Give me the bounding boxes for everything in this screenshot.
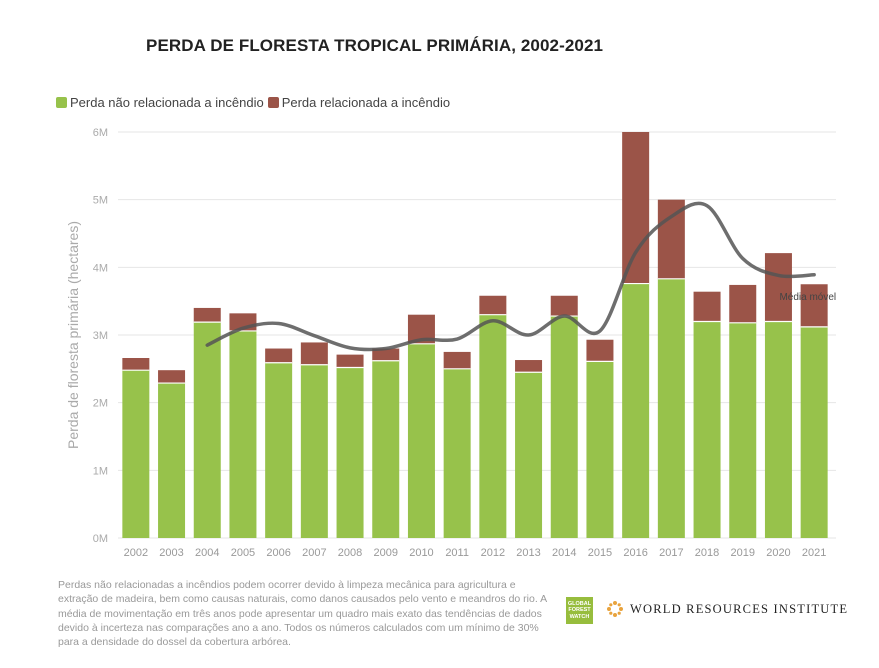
bar-non-fire [515, 372, 543, 538]
bar-fire [764, 253, 792, 322]
x-tick-label: 2011 [445, 547, 469, 559]
legend: Perda não relacionada a incêndio Perda r… [56, 95, 454, 110]
x-tick-label: 2008 [338, 547, 362, 559]
y-tick-label: 1M [93, 465, 108, 477]
bar-non-fire [622, 283, 650, 538]
x-tick-label: 2019 [731, 547, 755, 559]
footnote: Perdas não relacionadas a incêndios pode… [58, 579, 547, 649]
bar-fire [158, 370, 186, 384]
bar-non-fire [193, 322, 221, 538]
legend-swatch-fire [267, 97, 279, 108]
bar-non-fire [729, 322, 757, 538]
legend-swatch-non-fire [56, 97, 67, 108]
bar-fire [550, 295, 578, 317]
wri-text: WORLD RESOURCES INSTITUTE [630, 601, 849, 616]
y-tick-label: 5M [93, 195, 108, 207]
bar-non-fire [407, 343, 435, 538]
bar-fire [800, 284, 828, 327]
bar-non-fire [550, 316, 578, 538]
bar-fire [657, 199, 685, 279]
x-tick-label: 2021 [802, 547, 826, 559]
y-tick-label: 3M [93, 330, 108, 342]
y-tick-label: 0M [93, 533, 108, 545]
legend-label-fire: Perda relacionada a incêndio [281, 95, 451, 110]
x-tick-label: 2010 [409, 547, 433, 559]
bar-fire [479, 295, 507, 315]
x-tick-label: 2006 [266, 547, 290, 559]
bar-fire [193, 307, 221, 323]
x-tick-label: 2017 [659, 547, 683, 559]
y-axis-label: Perda de floresta primária (hectares) [65, 221, 81, 449]
bar-non-fire [122, 370, 150, 538]
chart-canvas: 0M 1M 2M 3M 4M 5M 6M Perda de floresta primária… [65, 127, 836, 559]
bar-non-fire [265, 362, 293, 538]
x-tick-label: 2009 [374, 547, 398, 559]
bar-non-fire [657, 278, 685, 538]
x-tick-label: 2004 [195, 547, 219, 559]
y-tick-label: 4M [93, 262, 108, 274]
legend-item-fire[interactable]: Perda relacionada a incêndio [267, 95, 451, 110]
bar-non-fire [693, 321, 721, 538]
x-tick-label: 2007 [302, 547, 326, 559]
bar-non-fire [764, 321, 792, 538]
bar-fire [300, 342, 328, 365]
bar-non-fire [443, 368, 471, 538]
x-tick-label: 2016 [623, 547, 647, 559]
wri-logo[interactable]: WORLD RESOURCES INSTITUTE [606, 600, 848, 618]
legend-label-non-fire: Perda não relacionada a incêndio [70, 95, 264, 110]
bar-non-fire [229, 330, 257, 538]
x-tick-label: 2015 [588, 547, 612, 559]
x-tick-label: 2012 [481, 547, 505, 559]
bar-fire [622, 132, 650, 284]
bar-fire [693, 291, 721, 322]
bar-fire [729, 284, 757, 323]
wri-flower-icon [607, 601, 623, 617]
x-tick-label: 2005 [231, 547, 255, 559]
bar-non-fire [479, 314, 507, 538]
x-tick-label: 2002 [124, 547, 148, 559]
bar-non-fire [372, 360, 400, 538]
bar-non-fire [300, 364, 328, 538]
x-tick-label: 2014 [552, 547, 576, 559]
bar-fire [122, 358, 150, 371]
bar-non-fire [800, 326, 828, 538]
x-tick-label: 2003 [159, 547, 183, 559]
gfw-logo[interactable]: GLOBAL FOREST WATCH [566, 597, 593, 624]
bar-fire [515, 360, 543, 373]
bar-fire [586, 339, 614, 362]
y-tick-label: 6M [93, 127, 108, 139]
bar-non-fire [336, 367, 364, 538]
bar-fire [265, 348, 293, 363]
y-tick-label: 2M [93, 398, 108, 410]
bar-non-fire [586, 361, 614, 538]
x-tick-label: 2020 [766, 547, 790, 559]
x-tick-label: 2013 [516, 547, 540, 559]
legend-item-non-fire[interactable]: Perda não relacionada a incêndio [56, 95, 264, 110]
x-tick-label: 2018 [695, 547, 719, 559]
moving-average-label: Média móvel [779, 292, 836, 303]
chart-title: PERDA DE FLORESTA TROPICAL PRIMÁRIA, 200… [146, 36, 604, 55]
moving-average-line [205, 201, 816, 352]
bar-fire [336, 354, 364, 368]
bar-non-fire [158, 383, 186, 538]
bar-fire [372, 348, 400, 361]
bar-fire [443, 351, 471, 369]
